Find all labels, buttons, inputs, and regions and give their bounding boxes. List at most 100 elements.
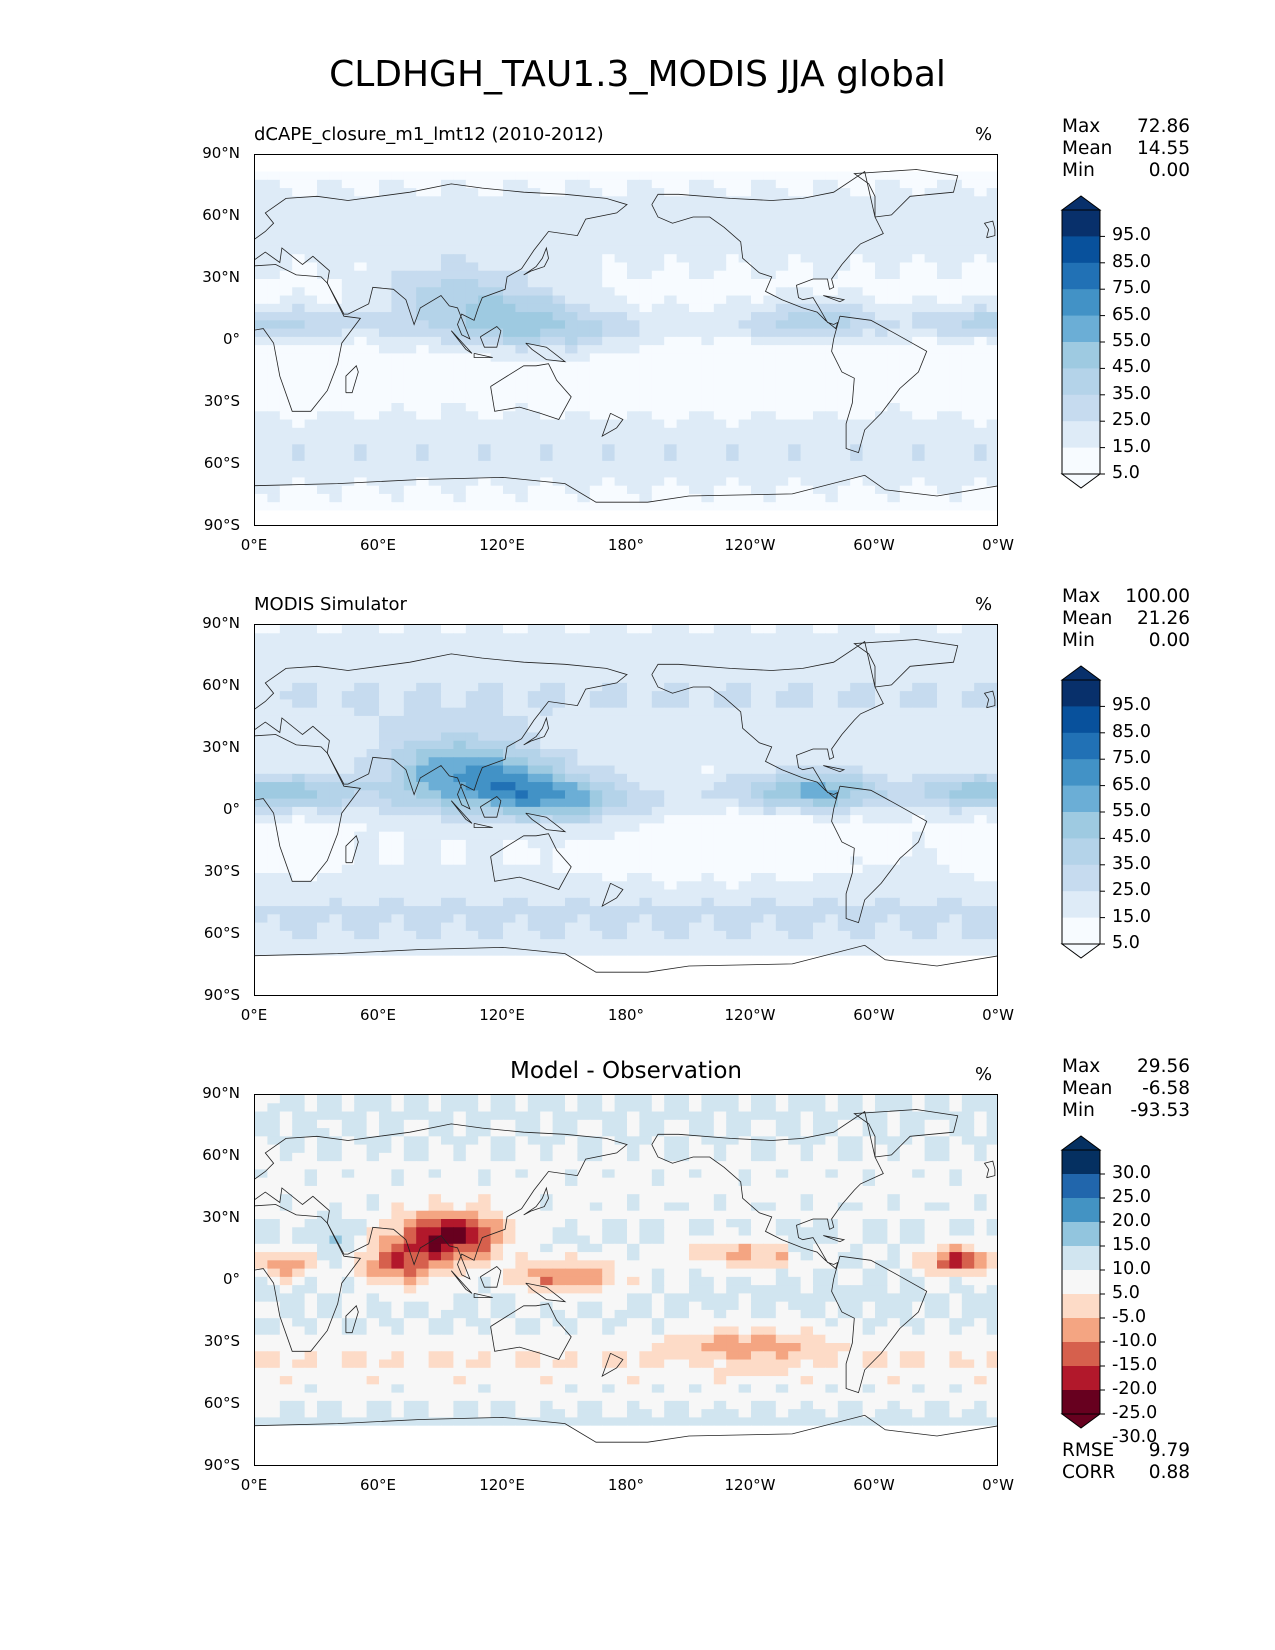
field-cell <box>515 856 529 866</box>
field-cell <box>639 403 653 412</box>
field-cell <box>862 873 876 882</box>
field-cell <box>465 452 479 462</box>
field-cell <box>540 773 554 783</box>
field-cell <box>255 649 268 659</box>
field-cell <box>763 279 777 288</box>
field-cell <box>304 715 318 725</box>
field-cell <box>800 806 814 816</box>
field-cell <box>800 212 814 222</box>
field-cell <box>416 930 430 940</box>
field-cell <box>441 287 454 297</box>
field-cell <box>503 757 516 767</box>
field-cell <box>490 790 504 800</box>
field-cell <box>775 864 789 874</box>
field-cell <box>441 633 454 643</box>
field-cell <box>899 815 913 824</box>
field-cell <box>974 427 988 437</box>
field-cell <box>825 469 839 478</box>
field-cell <box>292 633 306 643</box>
field-cell <box>676 691 690 700</box>
field-cell <box>428 245 442 255</box>
field-cell <box>292 485 306 495</box>
field-cell <box>403 262 417 272</box>
field-cell <box>379 798 392 808</box>
field-cell <box>627 724 640 734</box>
field-cell <box>862 881 876 891</box>
field-cell <box>961 881 975 891</box>
field-cell <box>813 749 826 758</box>
field-cell <box>639 897 653 907</box>
field-cell <box>391 262 405 272</box>
field-cell <box>391 312 405 321</box>
field-cell <box>800 831 814 841</box>
field-cell <box>763 658 777 667</box>
field-cell <box>577 452 591 462</box>
field-cell <box>577 839 591 849</box>
field-cell <box>763 790 777 800</box>
field-cell <box>565 394 578 404</box>
field-cell <box>304 155 318 164</box>
field-cell <box>565 674 578 684</box>
field-cell <box>354 336 368 346</box>
field-cell <box>763 469 777 478</box>
field-cell <box>751 682 764 692</box>
field-cell <box>775 229 789 239</box>
field-cell <box>317 229 330 239</box>
field-cell <box>738 510 752 520</box>
field-cell <box>664 196 678 206</box>
field-cell <box>751 403 764 412</box>
field-cell <box>279 419 293 429</box>
field-cell <box>837 419 851 429</box>
field-cell <box>490 625 504 634</box>
field-cell <box>887 427 901 437</box>
field-cell <box>713 419 727 429</box>
field-cell <box>713 436 727 445</box>
field-cell <box>614 848 628 858</box>
field-cell <box>837 411 851 421</box>
field-cell <box>775 245 789 255</box>
field-cell <box>788 889 802 899</box>
field-cell <box>961 806 975 816</box>
field-cell <box>565 245 578 255</box>
field-cell <box>627 171 640 181</box>
field-cell <box>825 773 839 783</box>
field-cell <box>292 188 306 197</box>
field-cell <box>341 477 355 487</box>
field-cell <box>738 658 752 667</box>
field-cell <box>565 493 578 503</box>
field-cell <box>664 369 678 379</box>
field-cell <box>341 699 355 709</box>
field-cell <box>676 724 690 734</box>
field-cell <box>887 649 901 659</box>
field-cell <box>949 633 963 643</box>
field-cell <box>850 295 864 305</box>
field-cell <box>341 411 355 421</box>
panel-title: dCAPE_closure_m1_lmt12 (2010-2012) <box>254 124 604 145</box>
field-cell <box>751 320 764 330</box>
field-cell <box>639 658 653 667</box>
field-cell <box>775 831 789 841</box>
field-cell <box>825 724 839 734</box>
field-cell <box>875 378 888 388</box>
field-cell <box>961 889 975 899</box>
field-cell <box>701 889 715 899</box>
field-cell <box>465 411 479 421</box>
field-cell <box>589 897 603 907</box>
field-cell <box>788 279 802 288</box>
field-cell <box>540 188 554 197</box>
field-cell <box>850 394 864 404</box>
field-cell <box>664 444 678 454</box>
field-cell <box>850 658 864 667</box>
field-cell <box>329 682 343 692</box>
field-cell <box>527 419 541 429</box>
field-cell <box>788 229 802 239</box>
field-cell <box>937 856 950 866</box>
field-cell <box>912 270 926 280</box>
field-cell <box>317 856 330 866</box>
field-cell <box>862 452 876 462</box>
field-cell <box>701 320 715 330</box>
field-cell <box>403 914 417 924</box>
field-cell <box>738 485 752 495</box>
field-cell <box>602 179 616 189</box>
field-cell <box>713 782 727 791</box>
